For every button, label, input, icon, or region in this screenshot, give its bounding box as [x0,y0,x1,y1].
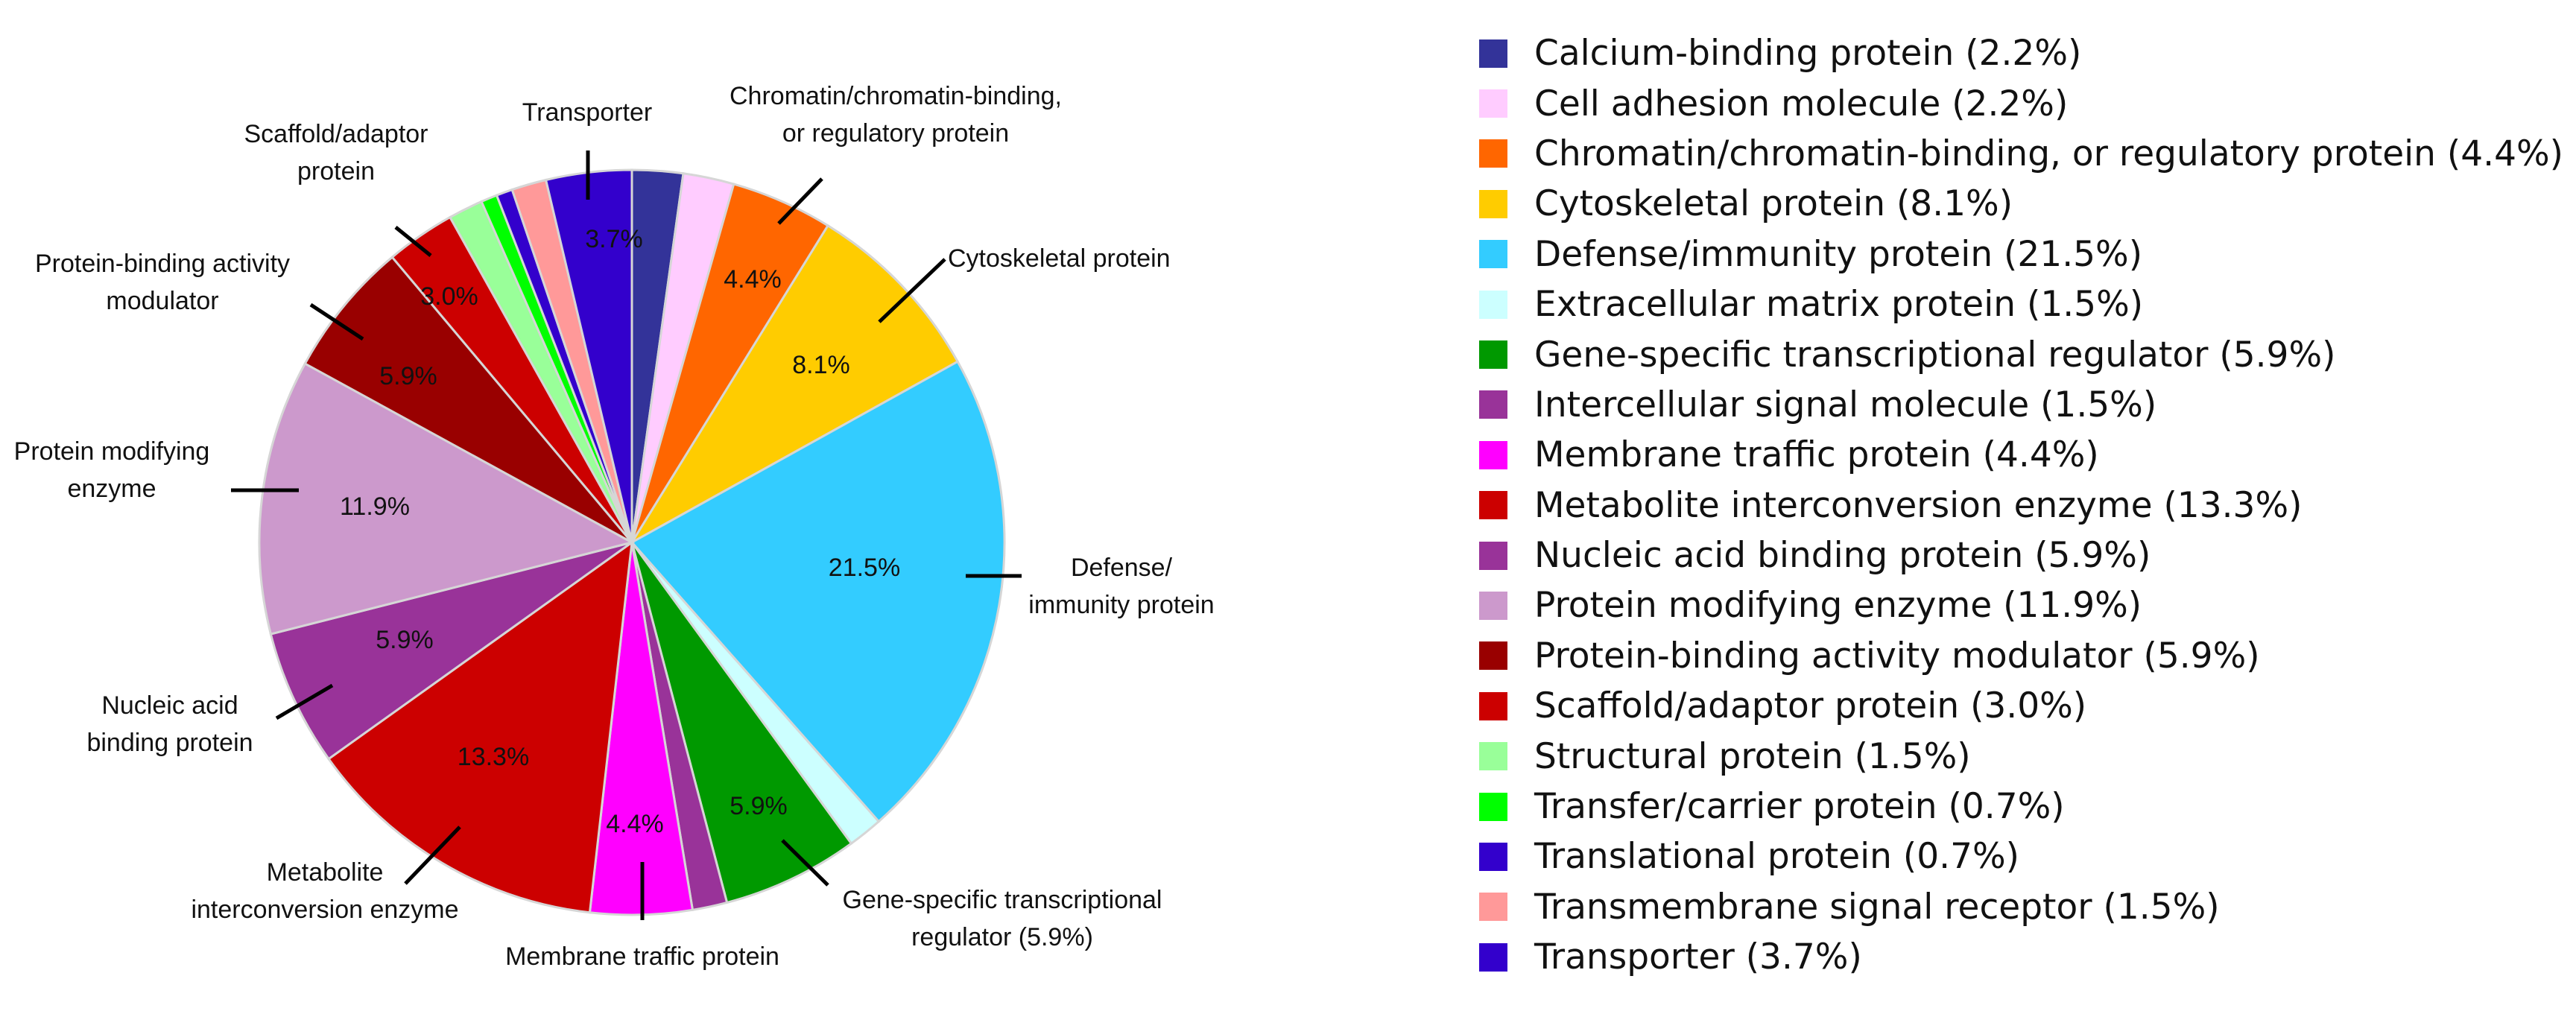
legend-item: Defense/immunity protein (21.5%) [1479,229,2567,279]
pie-slice-7 [630,542,853,904]
legend-item: Cell adhesion molecule (2.2%) [1479,78,2567,128]
legend-swatch [1479,491,1507,520]
slice-data-label: 3.7% [585,225,643,253]
legend-item: Intercellular signal molecule (1.5%) [1479,380,2567,430]
slice-callout-label: Membrane traffic protein [505,942,779,971]
legend-item: Transporter (3.7%) [1479,932,2567,982]
legend-label: Cytoskeletal protein (8.1%) [1534,183,2013,225]
pie-slice-10 [327,539,633,914]
slice-callout-label: Protein modifying enzyme [14,437,210,503]
legend-item: Structural protein (1.5%) [1479,731,2567,781]
legend-label: Nucleic acid binding protein (5.9%) [1534,535,2151,577]
slice-callout-label: Chromatin/chromatin-binding, or regulator… [730,82,1062,148]
callout-leader-line [275,683,334,720]
legend-swatch [1479,89,1507,118]
legend-item: Metabolite interconversion enzyme (13.3%… [1479,481,2567,530]
slice-data-label: 3.0% [420,282,478,311]
legend-label: Chromatin/chromatin-binding, or regulato… [1534,133,2563,174]
legend-swatch [1479,942,1507,972]
slice-callout-label: Scaffold/adaptor protein [244,120,428,186]
legend-item: Extracellular matrix protein (1.5%) [1479,279,2567,329]
callout-leader-line [878,258,946,323]
legend-label: Protein-binding activity modulator (5.9%… [1534,635,2260,676]
callout-leader-line [404,826,461,885]
callout-leader-line [777,177,823,225]
legend-item: Membrane traffic protein (4.4%) [1479,430,2567,480]
slice-callout-label: Protein-binding activity modulator [35,250,290,315]
legend-label: Intercellular signal molecule (1.5%) [1534,384,2157,425]
legend-label: Metabolite interconversion enzyme (13.3%… [1534,484,2303,526]
legend-swatch [1479,139,1507,168]
slice-data-label: 4.4% [724,265,782,294]
slice-data-label: 11.9% [340,492,410,521]
slice-data-label: 8.1% [792,351,850,379]
legend-item: Nucleic acid binding protein (5.9%) [1479,530,2567,580]
legend-swatch [1479,189,1507,218]
legend-item: Translational protein (0.7%) [1479,831,2567,881]
legend-item: Calcium-binding protein (2.2%) [1479,28,2567,78]
legend-item: Protein-binding activity modulator (5.9%… [1479,631,2567,681]
slice-callout-label: Transporter [522,98,652,127]
legend-item: Transmembrane signal receptor (1.5%) [1479,882,2567,932]
callout-leader-line [309,302,364,341]
pie-slice-5 [630,360,1006,823]
legend-label: Transporter (3.7%) [1534,937,1862,978]
legend-label: Scaffold/adaptor protein (3.0%) [1534,685,2087,727]
callout-leader-line [781,839,829,887]
legend-item: Transfer/carrier protein (0.7%) [1479,782,2567,831]
legend-swatch [1479,742,1507,771]
legend-swatch [1479,541,1507,570]
pie-chart-svg: 4.4% 8.1% 21.5% 5.9% 4.4% 13.3% 5.9% 11.9% 5.9% 3… [14,82,1215,971]
callout-leader-line [394,226,432,257]
legend-swatch [1479,641,1507,671]
slice-data-label: 4.4% [606,810,664,838]
legend-label: Structural protein (1.5%) [1534,735,1971,777]
slice-callout-label: Gene-specific transcriptional regulator (… [843,886,1162,951]
legend-item: Chromatin/chromatin-binding, or regulato… [1479,129,2567,179]
pie-slice-12 [258,362,636,636]
slice-callout-label: Cytoskeletal protein [948,244,1171,273]
slice-callout-label: Defense/immunity protein [1028,554,1214,619]
legend-swatch [1479,893,1507,922]
legend-item: Protein modifying enzyme (11.9%) [1479,580,2567,630]
pie-chart: 4.4% 8.1% 21.5% 5.9% 4.4% 13.3% 5.9% 11.9% 5.9% 3… [14,82,1215,971]
legend-swatch [1479,340,1507,370]
legend-label: Gene-specific transcriptional regulator … [1534,334,2336,376]
legend-swatch [1479,842,1507,871]
legend-swatch [1479,390,1507,419]
slice-data-label: 5.9% [376,626,434,654]
slice-data-label: 13.3% [458,743,529,771]
slice-callout-label: Metabolite interconversion enzyme [191,858,458,924]
slice-data-label: 5.9% [379,362,437,390]
pie-slice-11 [269,541,633,761]
legend-label: Transmembrane signal receptor (1.5%) [1534,886,2220,928]
slice-data-label: 5.9% [730,792,788,820]
legend-item: Cytoskeletal protein (8.1%) [1479,179,2567,229]
legend-swatch [1479,691,1507,720]
legend-label: Defense/immunity protein (21.5%) [1534,233,2143,275]
legend-swatch [1479,290,1507,319]
legend-item: Scaffold/adaptor protein (3.0%) [1479,681,2567,731]
legend-label: Calcium-binding protein (2.2%) [1534,33,2082,75]
legend-swatch [1479,591,1507,620]
legend-label: Extracellular matrix protein (1.5%) [1534,284,2144,326]
slice-data-label: 21.5% [829,554,900,582]
legend-item: Gene-specific transcriptional regulator … [1479,329,2567,379]
pie-slice-4 [628,224,960,546]
legend-label: Protein modifying enzyme (11.9%) [1534,585,2142,627]
legend-label: Transfer/carrier protein (0.7%) [1534,786,2065,828]
legend-swatch [1479,240,1507,269]
legend-label: Cell adhesion molecule (2.2%) [1534,83,2069,124]
legend-label: Membrane traffic protein (4.4%) [1534,434,2099,476]
pie-slice-13 [303,256,633,544]
legend: Calcium-binding protein (2.2%) Cell adhes… [1479,28,2567,982]
legend-swatch [1479,792,1507,821]
slice-callout-label: Nucleic acid binding protein [86,691,253,757]
legend-label: Translational protein (0.7%) [1534,836,2019,878]
legend-swatch [1479,440,1507,469]
legend-swatch [1479,39,1507,68]
